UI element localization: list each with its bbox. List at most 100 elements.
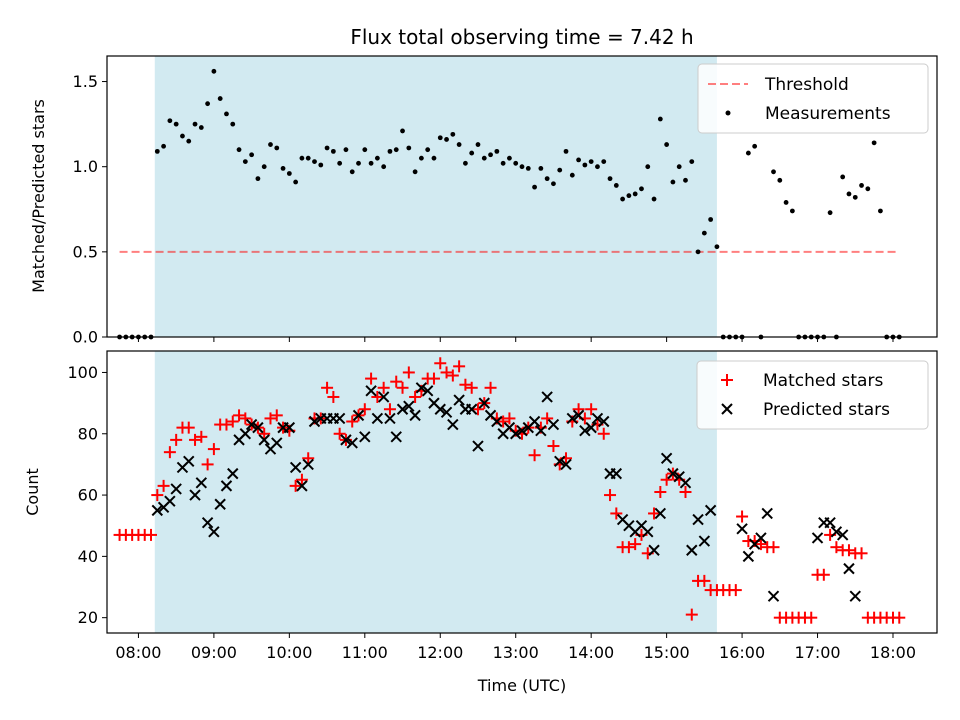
matched-point (622, 541, 635, 554)
measurement-point (425, 147, 431, 153)
measurement-point (362, 147, 368, 153)
y-tick-label: 100 (67, 363, 98, 382)
ratio-panel: 0.0 0.5 1.0 1.5 Matched/Predicted stars Thr… (29, 55, 938, 347)
predicted-point (434, 403, 446, 415)
matched-point (817, 568, 830, 581)
measurement-point (463, 160, 468, 166)
measurement-point (507, 155, 512, 161)
x-axis-label: Time (UTC) (477, 676, 566, 695)
measurement-point (211, 68, 217, 74)
measurement-point (418, 155, 424, 161)
measurement-point (249, 152, 255, 158)
matched-point (220, 418, 233, 431)
measurement-point (186, 138, 192, 144)
count-legend: Matched stars Predicted stars (696, 360, 929, 430)
matched-point (358, 403, 371, 416)
measurement-point (242, 159, 248, 164)
matched-point (465, 381, 478, 394)
predicted-point (465, 403, 478, 415)
measurement-point (154, 148, 160, 154)
matched-point (842, 544, 855, 557)
measurement-point (180, 133, 185, 139)
predicted-point (472, 440, 484, 452)
y-tick-label: 60 (78, 486, 98, 505)
y-tick-label: 1.0 (73, 157, 98, 176)
measurement-point (318, 162, 324, 168)
measurement-point (563, 148, 569, 154)
predicted-point (692, 513, 704, 526)
predicted-point (308, 415, 321, 428)
measurement-point (689, 159, 695, 164)
predicted-point (824, 516, 836, 529)
measurement-point (192, 121, 198, 127)
predicted-point (245, 418, 258, 431)
matched-point (484, 381, 497, 394)
measurement-point (683, 177, 688, 183)
matched-point (402, 366, 415, 379)
measurement-point (525, 166, 531, 171)
x-tick-label: 10:00 (266, 643, 312, 662)
measurement-point (330, 148, 336, 154)
measurement-point (393, 147, 399, 153)
count-plot-frame (106, 350, 938, 634)
measurement-point (475, 142, 481, 147)
predicted-point (164, 495, 176, 507)
measurement-point (695, 249, 701, 255)
predicted-point (421, 385, 434, 397)
x-tick-label: 13:00 (493, 643, 539, 662)
predicted-point (667, 467, 679, 480)
matched-point (440, 366, 453, 379)
matched-point (503, 412, 516, 425)
matched-point (855, 547, 868, 560)
ratio-plot-frame (106, 55, 938, 338)
predicted-point (346, 437, 358, 449)
x-tick-label: 09:00 (191, 643, 237, 662)
matched-point (383, 403, 396, 416)
measurement-point (532, 184, 537, 190)
predicted-point (811, 532, 824, 544)
measurement-point (846, 191, 852, 197)
measurement-point (752, 143, 758, 149)
measurement-point (595, 164, 600, 170)
matched-point (195, 430, 208, 443)
matched-point (321, 381, 334, 394)
measurement-point (871, 140, 877, 146)
predicted-point (528, 415, 541, 428)
legend-measurements-swatch (725, 110, 731, 116)
matched-point (471, 403, 484, 416)
measurement-point (286, 171, 292, 176)
measurement-point (557, 167, 563, 173)
observing-span-shade (154, 56, 717, 337)
measurement-point (173, 121, 179, 127)
predicted-point (289, 461, 302, 474)
predicted-point (566, 412, 579, 425)
legend-matched-label: Matched stars (763, 371, 883, 391)
matched-point (163, 446, 176, 459)
measurement-point (620, 196, 626, 202)
matched-point (333, 427, 346, 440)
predicted-point (440, 406, 453, 419)
legend-matched-swatch (721, 374, 733, 386)
matched-point (629, 538, 642, 551)
predicted-point (679, 477, 692, 489)
measurement-point (613, 183, 619, 188)
matched-point (547, 440, 560, 453)
predicted-point (227, 467, 239, 480)
predicted-point (660, 452, 673, 464)
matched-point (390, 375, 403, 388)
matched-point (572, 403, 585, 416)
matched-point (258, 427, 271, 440)
measurement-point (261, 164, 267, 170)
predicted-point (415, 382, 428, 394)
predicted-point (648, 544, 660, 556)
measurement-point (268, 142, 273, 147)
y-tick-label: 0.5 (73, 242, 98, 261)
measurement-point (255, 176, 261, 182)
count-panel: 20 40 60 80 100 08:00 09:00 10:00 11:00 12:00 13:… (23, 350, 938, 695)
measurement-point (651, 196, 657, 202)
measurement-point (450, 131, 456, 137)
measurement-point (626, 193, 632, 199)
predicted-point (843, 562, 855, 575)
matched-point (597, 427, 610, 440)
measurement-point (343, 147, 349, 153)
